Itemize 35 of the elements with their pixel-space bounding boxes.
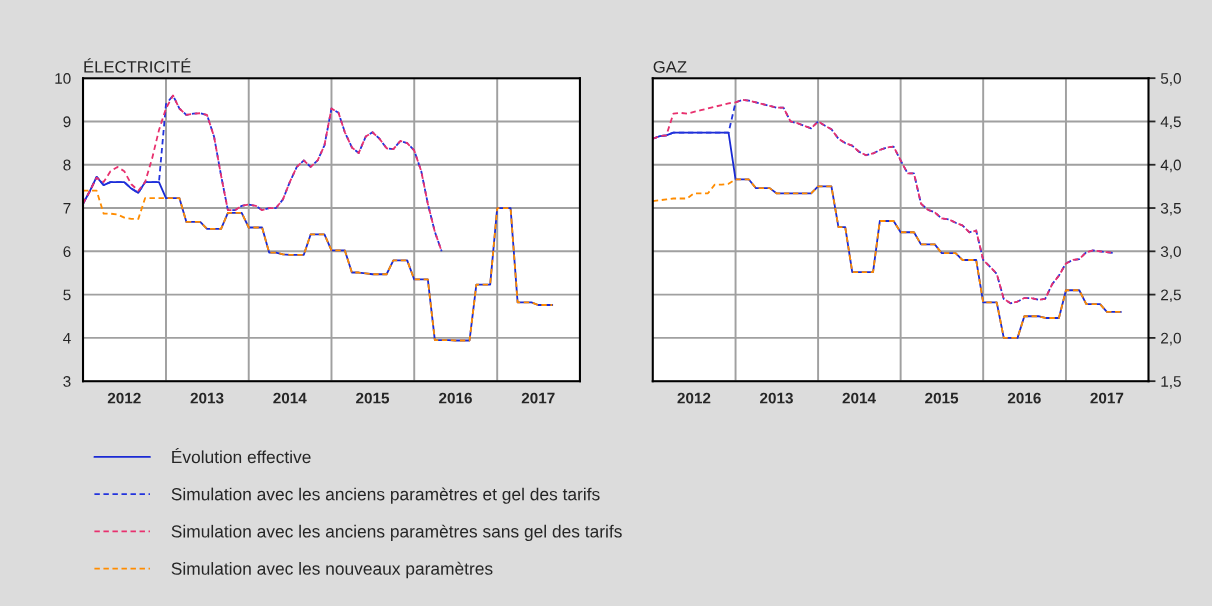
y-tick-label: 7 bbox=[63, 203, 71, 214]
x-tick-label: 2014 bbox=[842, 392, 876, 404]
y2-tick-label: 5,0 bbox=[1160, 73, 1181, 86]
y2-tick-label: 4,5 bbox=[1160, 116, 1181, 129]
y-tick-label: 5 bbox=[63, 289, 71, 301]
y2-tick-label: 1,5 bbox=[1161, 376, 1181, 389]
x-tick-label: 2017 bbox=[521, 392, 555, 404]
x-tick-label: 2015 bbox=[356, 392, 390, 404]
line-series bbox=[652, 178, 1122, 339]
legend-label: Évolution effective bbox=[172, 447, 311, 464]
x-tick-label: 2013 bbox=[190, 392, 224, 404]
x-tick-label: 2013 bbox=[760, 392, 793, 404]
x-tick-label: 2015 bbox=[925, 392, 959, 404]
y-tick-label: 8 bbox=[63, 159, 71, 171]
chart-title: ÉLECTRICITÉ bbox=[84, 58, 191, 73]
x-tick-label: 2017 bbox=[1090, 392, 1124, 404]
legend-label: Simulation avec les anciens paramètres et gel des tarifs bbox=[171, 487, 600, 504]
y-tick-label: 4 bbox=[63, 332, 71, 344]
y-tick-label: 6 bbox=[63, 246, 71, 257]
chart-title: GAZ bbox=[653, 60, 687, 73]
x-tick-label: 2012 bbox=[107, 392, 141, 404]
legend-label: Simulation avec les anciens paramètres sans gel des tarifs bbox=[171, 524, 622, 542]
y2-tick-label: 4,0 bbox=[1160, 159, 1181, 173]
y-tick-label: 9 bbox=[63, 116, 71, 128]
x-tick-label: 2016 bbox=[1007, 392, 1041, 404]
y2-tick-label: 3,0 bbox=[1160, 246, 1181, 259]
x-tick-label: 2014 bbox=[273, 392, 307, 404]
x-tick-label: 2012 bbox=[677, 392, 711, 404]
y-tick-label: 3 bbox=[63, 376, 71, 387]
x-tick-label: 2016 bbox=[439, 392, 472, 404]
legend-label: Simulation avec les nouveaux paramètres bbox=[171, 561, 493, 579]
y2-tick-label: 3,5 bbox=[1160, 202, 1181, 216]
y-tick-label: 10 bbox=[55, 73, 71, 84]
y2-tick-label: 2,0 bbox=[1161, 332, 1181, 346]
y2-tick-label: 2,5 bbox=[1161, 289, 1181, 303]
